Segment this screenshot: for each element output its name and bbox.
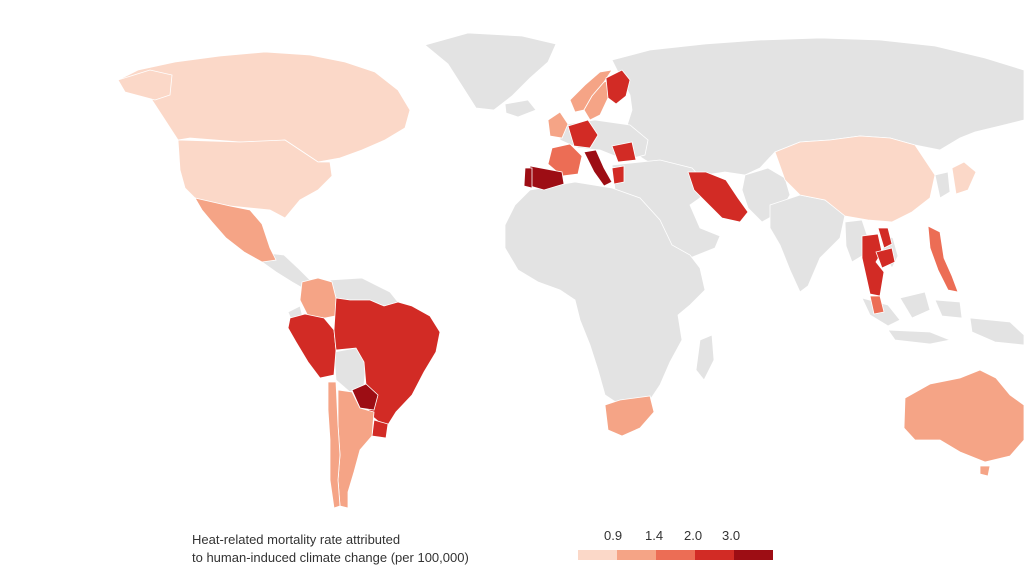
region-tasmania [979, 465, 991, 477]
legend-swatch-3 [656, 550, 695, 560]
region-iran [687, 171, 749, 223]
legend-color-bar [578, 550, 773, 560]
legend-title-line1: Heat-related mortality rate attributed [192, 532, 401, 547]
legend-tick-3: 2.0 [684, 528, 703, 543]
legend-tick-2: 1.4 [645, 528, 664, 543]
region-france [547, 143, 583, 177]
region-south-africa [604, 395, 655, 437]
region-united-states [177, 139, 333, 219]
region-italy [583, 149, 613, 187]
legend-title: Heat-related mortality rate attributed t… [192, 531, 469, 567]
region-portugal [523, 167, 533, 189]
region-peru [287, 313, 337, 379]
region-vietnam-north [877, 227, 893, 249]
region-madagascar [695, 334, 715, 381]
region-cambodia [875, 247, 896, 269]
region-united-kingdom [547, 111, 569, 139]
legend-swatch-1 [578, 550, 617, 560]
region-finland [605, 69, 631, 105]
legend-swatch-2 [617, 550, 656, 560]
region-india [769, 194, 846, 293]
region-chile [327, 381, 341, 509]
legend-tick-1: 0.9 [604, 528, 623, 543]
region-indonesia-3 [934, 299, 963, 319]
region-indonesia-4 [887, 329, 952, 345]
region-thailand [861, 233, 885, 297]
region-romania [611, 141, 637, 163]
region-japan [951, 161, 977, 195]
region-brazil [333, 297, 441, 429]
region-malaysia [869, 295, 885, 315]
region-africa [504, 181, 706, 406]
region-greece [611, 165, 625, 185]
legend-swatch-4 [695, 550, 734, 560]
legend-swatch-5 [734, 550, 773, 560]
region-indonesia-2 [899, 291, 931, 319]
legend-title-line2: to human-induced climate change (per 100… [192, 550, 469, 565]
region-alaska [117, 69, 173, 101]
region-philippines [927, 225, 959, 293]
region-mexico [194, 197, 277, 263]
region-korea [934, 171, 951, 199]
region-australia [903, 369, 1024, 463]
region-greenland [424, 32, 557, 111]
legend-tick-4: 3.0 [722, 528, 741, 543]
data-countries [117, 51, 1024, 509]
region-germany [567, 119, 599, 149]
legend-ticks: 0.9 1.4 2.0 3.0 [594, 528, 794, 546]
region-iceland [504, 99, 537, 118]
region-new-guinea [969, 317, 1024, 346]
region-china [774, 135, 936, 223]
